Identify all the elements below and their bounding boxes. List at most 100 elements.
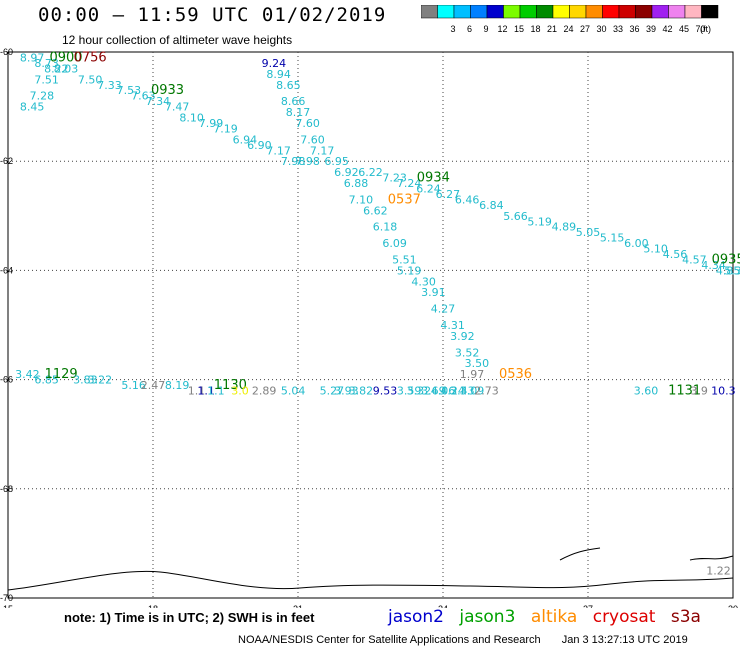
wave-height-label: 5.51 — [392, 253, 417, 266]
wave-height-label: 4.56 — [663, 248, 688, 261]
wave-height-label: 3.69 — [421, 385, 446, 398]
wave-height-label: 5.10 — [643, 243, 668, 256]
wave-height-label: 3.43 — [450, 385, 475, 398]
wave-height-label: 6.88 — [344, 177, 369, 190]
wave-height-label: 7.47 — [165, 101, 190, 114]
satellite-jason3: jason3 — [459, 607, 516, 627]
wave-height-label: 6.00 — [624, 237, 649, 250]
wave-height-label: 4.85 — [716, 264, 740, 277]
units-note: note: 1) Time is in UTC; 2) SWH is in fe… — [64, 610, 315, 625]
wave-height-label: 1.1 — [197, 385, 215, 398]
colorbar-tick-label: 45 — [679, 24, 689, 34]
wave-height-label: 5.3 — [724, 264, 740, 277]
wave-height-label: 7.60 — [295, 117, 320, 130]
wave-height-label: 2.47 — [141, 379, 166, 392]
wave-height-label: 2.73 — [474, 385, 499, 398]
credits-footer: NOAA/NESDIS Center for Satellite Applica… — [238, 634, 706, 646]
wave-height-label: 3.82 — [349, 385, 374, 398]
colorbar-bin — [701, 5, 719, 19]
wave-height-label: 3.91 — [421, 286, 446, 299]
wave-height-label: 7.34 — [146, 95, 171, 108]
y-tick-label: -64 — [0, 265, 13, 275]
wave-height-label: 3.60 — [634, 385, 659, 398]
wave-height-label: 8.19 — [165, 379, 190, 392]
wave-height-label: 7.17 — [266, 144, 291, 157]
pass-time-label: 0756 — [74, 50, 107, 65]
y-tick-label: -70 — [0, 593, 13, 603]
wave-height-label: 7.53 — [117, 84, 142, 97]
wave-height-label: 5.15 — [600, 232, 625, 245]
chart-title: 00:00 – 11:59 UTC 01/02/2019 — [38, 4, 387, 26]
pass-time-label: 0934 — [417, 171, 450, 186]
wave-height-plot: 151821242730-60-62-64-66-68-708.978.738.… — [0, 47, 740, 608]
wave-height-label: 7.99 — [199, 117, 224, 130]
y-tick-label: -62 — [0, 156, 13, 166]
wave-height-label: 7.60 — [300, 133, 325, 146]
x-tick-label: 27 — [583, 604, 593, 608]
wave-height-label: 5.04 — [281, 385, 306, 398]
wave-height-label: 6.18 — [373, 221, 398, 234]
y-tick-label: -60 — [0, 47, 13, 57]
pass-time-label: 1131 — [668, 384, 701, 399]
wave-height-label: 7.33 — [97, 79, 122, 92]
plot-frame — [7, 51, 734, 599]
colorbar-tick-label: 6 — [467, 24, 472, 34]
wave-height-label: 5.05 — [576, 226, 601, 239]
colorbar-tick-label: 36 — [629, 24, 639, 34]
wave-height-label: 9.53 — [373, 385, 398, 398]
wave-height-label: 7.10 — [349, 193, 374, 206]
satellite-jason2: jason2 — [388, 607, 444, 627]
wave-height-label: 7.98 — [281, 155, 306, 168]
satellite-cryosat: cryosat — [592, 607, 656, 627]
wave-height-label: 8.73 — [34, 57, 59, 70]
wave-height-label: 6.09 — [382, 237, 407, 250]
wave-height-label: 5.19 — [527, 215, 552, 228]
pass-time-label: 0900 — [49, 50, 82, 65]
wave-height-label: 8.45 — [20, 101, 45, 114]
colorbar-tick-label: 9 — [483, 24, 488, 34]
pass-time-label: 1129 — [45, 367, 78, 382]
colorbar-tick-label: 18 — [530, 24, 540, 34]
wave-height-label: 6.22 — [358, 166, 383, 179]
colorbar-tick-label: 39 — [646, 24, 656, 34]
wave-height-label: 4.30 — [411, 275, 436, 288]
pass-time-label: 0537 — [388, 192, 421, 207]
wave-height-label: 6.62 — [363, 204, 388, 217]
satellite-s3a: s3a — [670, 607, 701, 627]
wave-height-label: 4.24 — [440, 385, 465, 398]
wave-height-label: 3.22 — [88, 374, 113, 387]
wave-height-label: 6.92 — [334, 166, 359, 179]
y-tick-label: -66 — [0, 375, 13, 385]
wave-height-label: 4.31 — [440, 319, 465, 332]
wave-height-label: 6.27 — [436, 188, 461, 201]
wave-height-label: 3.83 — [73, 374, 98, 387]
colorbar-tick-label: 12 — [497, 24, 507, 34]
wave-height-label: 3.9 — [690, 385, 708, 398]
wave-height-label: 3.59 — [397, 385, 422, 398]
wave-height-label: 3.52 — [455, 346, 480, 359]
wave-height-label: 1.1 — [188, 385, 206, 398]
pass-time-label: 0935 — [712, 252, 740, 267]
x-tick-label: 18 — [148, 604, 158, 608]
wave-height-label: 6.90 — [247, 139, 272, 152]
wave-height-label: 6.94 — [233, 133, 258, 146]
wave-height-label: 10.3 — [711, 385, 736, 398]
colorbar-tick-label: 15 — [514, 24, 524, 34]
wave-height-label: 7.19 — [213, 122, 238, 135]
wave-height-label: 4.34 — [701, 259, 726, 272]
wave-height-label: 7.50 — [78, 73, 103, 86]
coastline — [7, 570, 734, 591]
pass-time-label: 0933 — [151, 83, 184, 98]
colorbar-unit: (ft) — [700, 24, 711, 34]
y-tick-label: -68 — [0, 484, 13, 494]
color-scale-legend: 3 6 9 12 15 18 21 24 27 30 33 36 39 42 45 70(ft) — [421, 5, 719, 34]
coastline-fragment — [559, 547, 734, 561]
wave-height-label: 6.84 — [479, 199, 504, 212]
satellite-legend: jason2 jason3 altika cryosat s3a — [388, 607, 711, 627]
colorbar-tick-label: 70 — [695, 24, 705, 34]
wave-height-label: 1.22 — [706, 565, 731, 578]
x-tick-label: 15 — [3, 604, 13, 608]
wave-height-label: 6.46 — [455, 193, 480, 206]
wave-height-label: 7.24 — [397, 177, 422, 190]
wave-height-label: 4.57 — [682, 253, 707, 266]
